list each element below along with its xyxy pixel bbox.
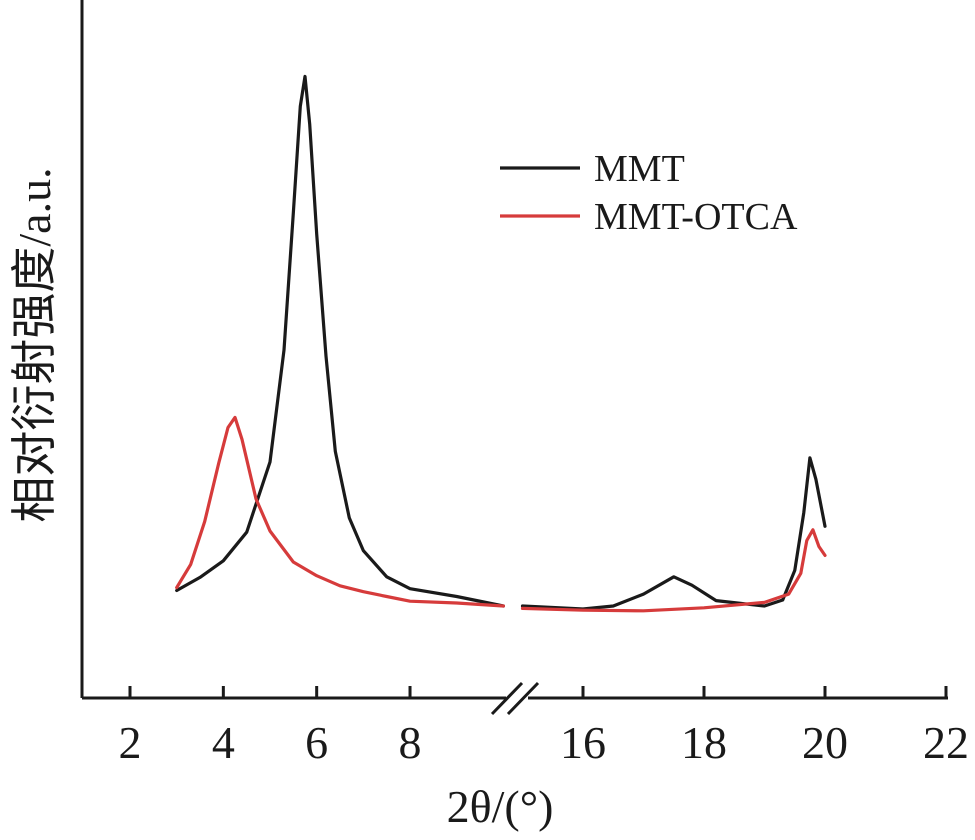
axis-break-mark <box>506 681 540 716</box>
series-line-mmt-otca-left <box>175 415 505 608</box>
x-tick-label: 4 <box>212 717 235 768</box>
x-tick-label: 20 <box>802 717 848 768</box>
axis-break-mark <box>490 681 524 716</box>
series-line-mmt-right <box>520 456 827 611</box>
x-ticks: 2 4 6 8 16 18 20 22 <box>119 686 969 768</box>
x-tick-label: 6 <box>305 717 328 768</box>
x-tick-label: 8 <box>399 717 422 768</box>
series-line-mmt-left <box>175 74 505 608</box>
legend-label-mmt-otca: MMT-OTCA <box>594 196 798 238</box>
series-layer <box>175 74 827 613</box>
x-tick-label: 22 <box>923 717 969 768</box>
legend: MMT MMT-OTCA <box>500 148 798 238</box>
axes <box>80 0 948 716</box>
series-line-mmt-otca-right <box>520 528 827 613</box>
x-axis-title: 2θ/(°) <box>447 781 554 832</box>
x-tick-label: 2 <box>119 717 142 768</box>
y-axis-title: 相对衍射强度/a.u. <box>9 167 60 522</box>
x-tick-label: 16 <box>560 717 606 768</box>
legend-label-mmt: MMT <box>594 148 685 190</box>
x-tick-label: 18 <box>681 717 727 768</box>
